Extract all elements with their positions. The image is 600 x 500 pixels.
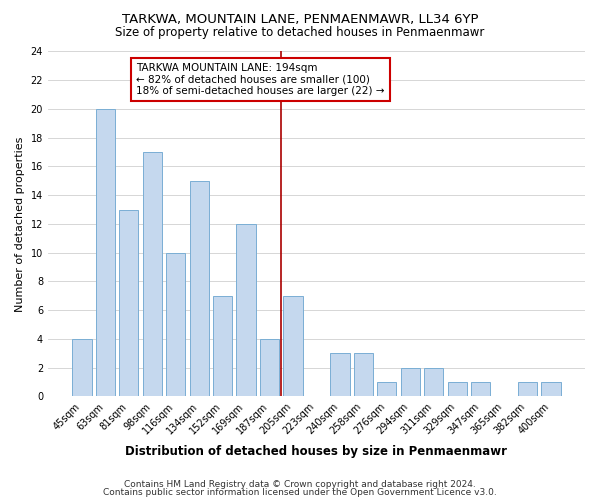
Bar xyxy=(424,368,443,396)
Bar xyxy=(190,181,209,396)
Bar xyxy=(541,382,560,396)
Text: Contains public sector information licensed under the Open Government Licence v3: Contains public sector information licen… xyxy=(103,488,497,497)
Bar xyxy=(119,210,139,396)
Text: Contains HM Land Registry data © Crown copyright and database right 2024.: Contains HM Land Registry data © Crown c… xyxy=(124,480,476,489)
Bar xyxy=(213,296,232,396)
Bar xyxy=(166,252,185,396)
Bar xyxy=(471,382,490,396)
Bar xyxy=(260,339,279,396)
Bar xyxy=(377,382,397,396)
Text: Size of property relative to detached houses in Penmaenmawr: Size of property relative to detached ho… xyxy=(115,26,485,39)
Bar xyxy=(143,152,162,396)
Text: TARKWA, MOUNTAIN LANE, PENMAENMAWR, LL34 6YP: TARKWA, MOUNTAIN LANE, PENMAENMAWR, LL34… xyxy=(122,12,478,26)
Bar xyxy=(283,296,302,396)
Bar xyxy=(330,354,350,397)
Bar xyxy=(236,224,256,396)
X-axis label: Distribution of detached houses by size in Penmaenmawr: Distribution of detached houses by size … xyxy=(125,444,508,458)
Bar xyxy=(401,368,420,396)
Bar xyxy=(73,339,92,396)
Bar xyxy=(354,354,373,397)
Bar xyxy=(518,382,537,396)
Text: TARKWA MOUNTAIN LANE: 194sqm
← 82% of detached houses are smaller (100)
18% of s: TARKWA MOUNTAIN LANE: 194sqm ← 82% of de… xyxy=(136,63,385,96)
Bar xyxy=(448,382,467,396)
Bar xyxy=(96,109,115,397)
Y-axis label: Number of detached properties: Number of detached properties xyxy=(15,136,25,312)
